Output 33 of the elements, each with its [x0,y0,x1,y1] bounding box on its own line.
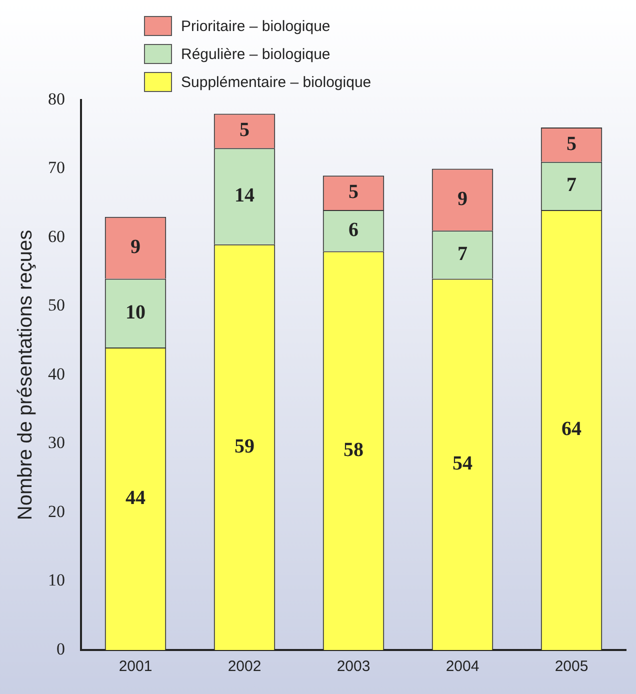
y-tick-label: 70 [48,158,65,178]
x-tick-label: 2004 [446,658,480,676]
y-axis-title: Nombre de présentations reçues [14,230,37,520]
data-label: 14 [234,184,254,206]
data-label: 6 [348,218,358,241]
data-label: 10 [126,301,146,324]
legend-label: Régulière – biologique [181,46,330,62]
data-label: 7 [458,242,468,265]
y-tick-label: 0 [56,639,65,658]
legend-label: Prioritaire – biologique [181,18,330,34]
data-label: 54 [452,452,472,475]
data-label: 59 [234,435,254,458]
data-label: 5 [348,180,358,203]
data-label: 44 [126,486,146,509]
x-tick-label: 2003 [336,658,370,676]
y-tick-label: 80 [48,89,65,108]
legend-label: Supplémentaire – biologique [181,74,372,90]
x-tick-label: 2001 [118,658,152,676]
x-tick-label: 2005 [554,658,588,676]
y-tick-label: 10 [48,570,65,590]
data-label: 9 [458,188,468,210]
data-label: 5 [566,132,576,155]
data-label: 64 [562,418,582,440]
data-label: 58 [344,438,364,461]
y-tick-label: 40 [48,364,65,384]
y-tick-label: 20 [48,502,65,521]
x-tick-label: 2002 [228,658,262,676]
data-label: 5 [240,119,250,142]
y-tick-label: 60 [48,226,65,246]
data-label: 7 [566,174,576,196]
y-tick-label: 30 [48,433,65,452]
y-tick-label: 50 [48,296,65,315]
data-label: 9 [130,236,140,258]
